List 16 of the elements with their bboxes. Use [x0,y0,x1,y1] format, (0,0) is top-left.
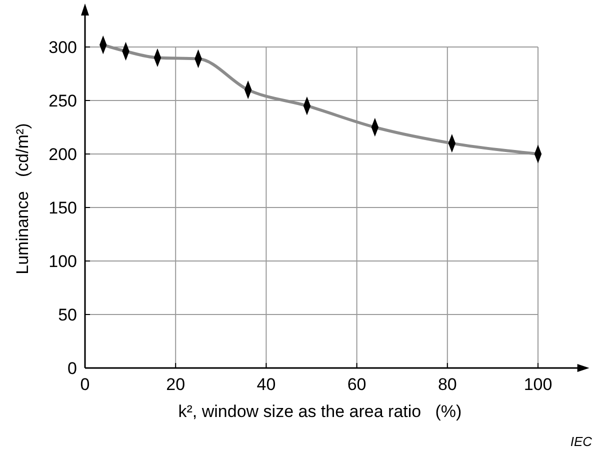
y-tick-label: 150 [48,198,77,218]
y-tick-label: 100 [48,252,77,271]
x-tick-label: 100 [524,375,552,394]
y-tick-label: 200 [48,145,77,164]
y-tick-label: 250 [48,92,77,110]
x-tick-label: 40 [256,375,276,394]
text: IEC [570,434,593,449]
x-tick-label: 0 [80,375,90,394]
y-tick-label: 50 [58,306,77,324]
y-tick-label: 300 [48,38,77,57]
y-axis-title: Luminance (cd/m²) [13,123,32,274]
x-tick-label: 20 [166,375,186,394]
x-axis-title: k², window size as the area ratio (%) [178,402,462,421]
x-tick-label: 80 [438,375,457,394]
y-tick-label: 0 [68,359,77,378]
x-tick-label: 60 [347,375,366,394]
